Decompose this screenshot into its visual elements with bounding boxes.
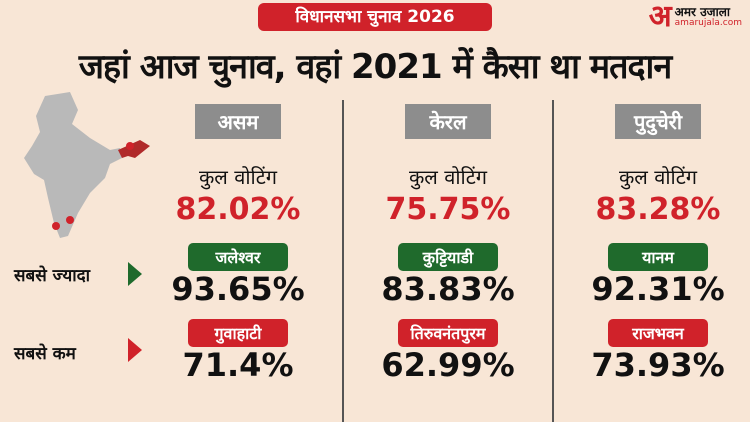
map-pin-icon (66, 216, 74, 224)
total-voting-value: 82.02% (175, 192, 301, 227)
red-arrow-icon (128, 338, 142, 362)
logo-mark: अ (648, 0, 672, 34)
map-pin-icon (126, 142, 134, 150)
highest-label: सबसे ज्यादा (14, 266, 91, 286)
india-map-icon (24, 92, 150, 238)
state-column-assam: असम कुल वोटिंग 82.02% जलेश्वर 93.65% गुव… (133, 104, 343, 383)
column-divider (552, 100, 554, 422)
green-arrow-icon (128, 262, 142, 286)
total-voting-value: 83.28% (595, 192, 721, 227)
highest-constituency: जलेश्वर (188, 243, 288, 271)
lowest-value: 62.99% (381, 346, 515, 384)
total-voting-label: कुल वोटिंग (198, 165, 278, 189)
lowest-constituency: राजभवन (608, 319, 708, 347)
total-voting-label: कुल वोटिंग (408, 165, 488, 189)
state-name: केरल (405, 104, 491, 139)
lowest-value: 73.93% (591, 346, 725, 384)
highest-value: 93.65% (171, 270, 305, 308)
total-voting-value: 75.75% (385, 192, 511, 227)
highest-constituency: कुट्टियाडी (398, 243, 498, 271)
lowest-constituency: गुवाहाटी (188, 319, 288, 347)
category-tag: विधानसभा चुनाव 2026 (258, 3, 492, 31)
headline: जहां आज चुनाव, वहां 2021 में कैसा था मतद… (78, 47, 672, 87)
map-pin-icon (52, 222, 60, 230)
lowest-constituency: तिरुवनंतपुरम (398, 319, 498, 347)
logo-name: अमर उजाला (674, 5, 730, 19)
highest-value: 83.83% (381, 270, 515, 308)
state-name: पुदुचेरी (615, 104, 701, 139)
logo-url: amarujala.com (674, 18, 742, 28)
state-column-puducherry: पुदुचेरी कुल वोटिंग 83.28% यानम 92.31% र… (553, 104, 750, 383)
highest-constituency: यानम (608, 243, 708, 271)
state-column-kerala: केरल कुल वोटिंग 75.75% कुट्टियाडी 83.83%… (343, 104, 553, 383)
state-name: असम (195, 104, 281, 139)
lowest-label: सबसे कम (14, 344, 76, 364)
highest-value: 92.31% (591, 270, 725, 308)
amar-ujala-logo: अ अमर उजाला amarujala.com (649, 2, 742, 32)
column-divider (342, 100, 344, 422)
total-voting-label: कुल वोटिंग (618, 165, 698, 189)
lowest-value: 71.4% (182, 346, 294, 384)
